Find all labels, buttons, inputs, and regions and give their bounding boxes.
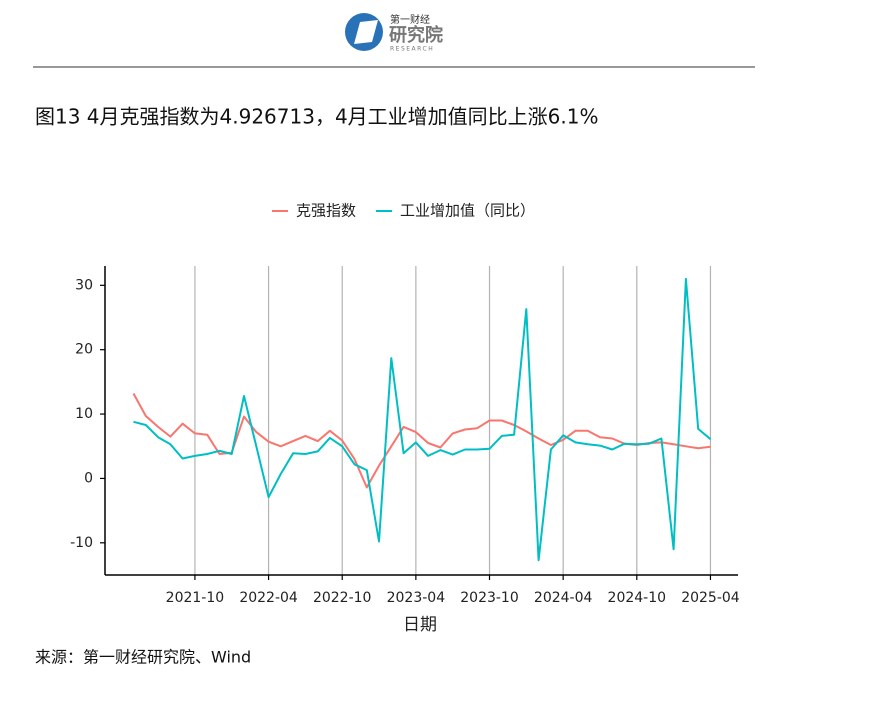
x-tick-label: 2025-04: [681, 590, 740, 606]
series-line: [133, 277, 712, 562]
y-tick-label: 30: [75, 277, 93, 293]
y-tick-label: 10: [75, 406, 93, 422]
x-tick-label: 2024-04: [534, 590, 593, 606]
source: 来源：第一财经研究院、Wind: [35, 648, 251, 667]
x-tick-label: 2021-10: [166, 590, 225, 606]
y-tick-label: 20: [75, 342, 93, 358]
logo-en: RESEARCH: [390, 46, 434, 53]
logo: 第一财经 研究院 RESEARCH: [345, 13, 443, 53]
x-axis-label: 日期: [403, 615, 437, 635]
y-tick-label: 0: [84, 470, 93, 486]
x-tick-label: 2023-04: [387, 590, 446, 606]
logo-icon-page: [354, 20, 378, 44]
chart-title: 图13 4月克强指数为4.926713，4月工业增加值同比上涨6.1%: [35, 105, 599, 129]
logo-top: 第一财经: [390, 13, 430, 26]
series-line: [132, 393, 711, 489]
logo-main: 研究院: [389, 24, 443, 46]
y-tick-label: -10: [70, 535, 93, 551]
x-tick-label: 2022-10: [313, 590, 372, 606]
x-tick-label: 2022-04: [239, 590, 298, 606]
x-tick-label: 2024-10: [608, 590, 667, 606]
x-tick-label: 2023-10: [460, 590, 519, 606]
legend-label: 工业增加值（同比）: [400, 202, 535, 220]
legend-label: 克强指数: [296, 202, 356, 220]
